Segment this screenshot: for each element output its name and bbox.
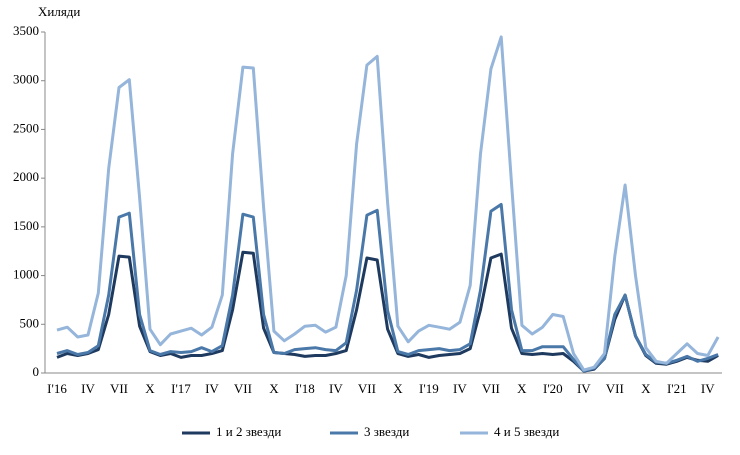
legend-label: 4 и 5 звезди	[494, 424, 559, 439]
y-tick-label: 1500	[13, 218, 39, 233]
y-tick-label: 3500	[13, 23, 39, 38]
x-tick-label: X	[641, 381, 651, 396]
x-tick-label: VII	[358, 381, 376, 396]
x-tick-label: I'18	[295, 381, 315, 396]
legend-label: 1 и 2 звезди	[216, 424, 281, 439]
x-tick-label: IV	[205, 381, 219, 396]
x-tick-label: I'19	[419, 381, 439, 396]
y-tick-label: 500	[20, 315, 40, 330]
x-tick-label: X	[269, 381, 279, 396]
x-tick-label: I'21	[667, 381, 687, 396]
x-tick-label: I'17	[171, 381, 191, 396]
y-tick-label: 1000	[13, 267, 39, 282]
x-tick-label: VII	[234, 381, 252, 396]
x-tick-label: I'20	[543, 381, 563, 396]
y-tick-label: 3000	[13, 72, 39, 87]
x-tick-label: IV	[701, 381, 715, 396]
x-tick-label: X	[517, 381, 527, 396]
series-line	[56, 202, 719, 373]
x-tick-label: VII	[482, 381, 500, 396]
x-tick-label: IV	[453, 381, 467, 396]
y-tick-label: 2500	[13, 120, 39, 135]
x-tick-label: X	[145, 381, 155, 396]
x-tick-label: VII	[606, 381, 624, 396]
x-tick-label: X	[393, 381, 403, 396]
y-tick-label: 2000	[13, 169, 39, 184]
x-tick-label: IV	[577, 381, 591, 396]
legend-label: 3 звезди	[364, 424, 409, 439]
x-tick-label: I'16	[47, 381, 67, 396]
x-tick-label: IV	[329, 381, 343, 396]
series-line	[56, 35, 720, 372]
x-tick-label: VII	[110, 381, 128, 396]
y-axis-title: Хиляди	[38, 4, 80, 19]
y-tick-label: 0	[33, 364, 40, 379]
x-tick-label: IV	[81, 381, 95, 396]
